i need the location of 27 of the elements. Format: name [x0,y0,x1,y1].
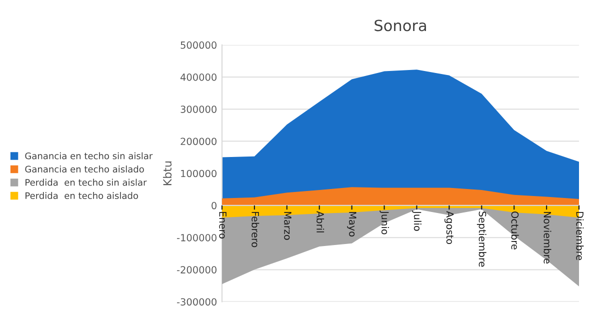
x-tick-label: Julio [412,210,422,231]
legend-label: Perdida en techo sin aislar [26,178,147,186]
x-tick-label: Junio [380,210,389,234]
x-tick-label: Enero [219,212,226,238]
legend-label: Ganancia en techo aislado [25,166,144,173]
y-tick-label: 200000 [180,138,216,146]
x-tick-label: Diciembre [576,212,584,260]
y-axis-title: Kbtu [162,161,172,186]
y-tick-label: 300000 [180,106,216,113]
y-tick-label: 500000 [180,41,216,49]
y-tick-label: 400000 [180,74,216,81]
y-tick-label: 100000 [181,170,216,178]
legend-label: Perdida en techo aislado [26,192,138,200]
chart-title: Sonora [374,20,426,32]
y-tick-label: -100000 [176,234,216,242]
x-tick-label: Noviembre [544,212,552,264]
y-tick-label: -200000 [176,266,216,274]
y-tick-label: 0 [212,202,216,210]
x-tick-label: Mayo [347,212,356,237]
x-tick-label: Marzo [284,212,292,240]
y-tick-label: -300000 [176,298,216,306]
x-tick-label: Septiembre [476,212,486,267]
legend-label: Ganancia en techo sin aislar [25,152,153,160]
x-tick-label: Abril [316,211,324,232]
x-tick-label: Octubre [511,212,519,250]
x-tick-label: Agosto [444,211,454,244]
x-tick-label: Febrero [252,212,260,248]
